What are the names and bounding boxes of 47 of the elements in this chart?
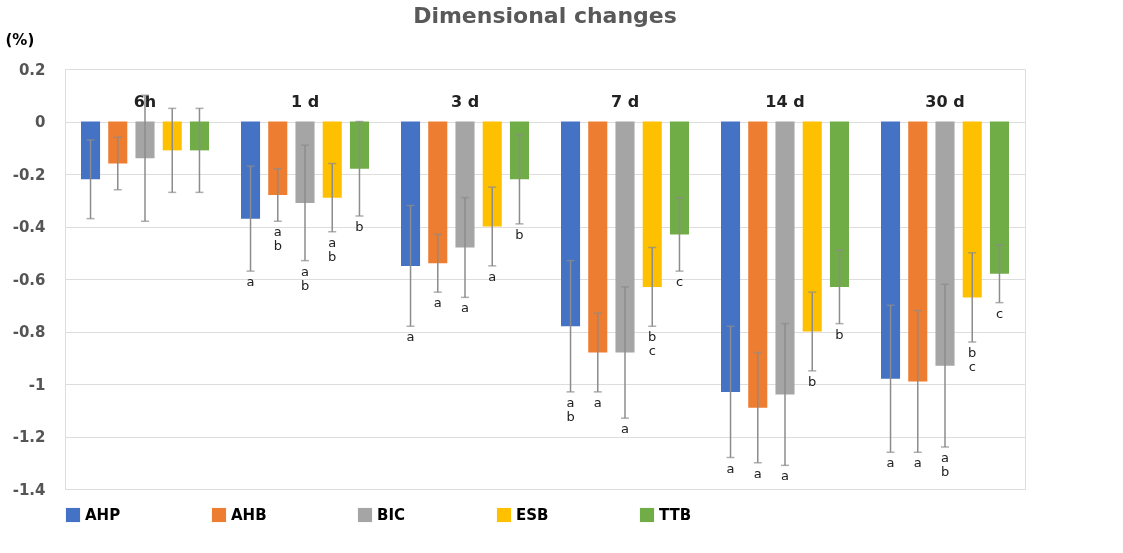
annotation: b [808, 373, 817, 389]
legend-label: AHB [231, 506, 267, 524]
annotation: a [726, 460, 735, 476]
chart-title: Dimensional changes [413, 3, 677, 28]
annotation: a b [273, 224, 282, 254]
annotation: a [488, 268, 497, 284]
annotation: a [406, 329, 415, 345]
annotation: a [781, 468, 789, 484]
annotation: a b [300, 263, 310, 293]
annotation: b [355, 219, 364, 234]
x-tick-label: 30 d [925, 91, 965, 111]
x-tick-label: 1 d [290, 91, 320, 111]
annotation: c [675, 274, 684, 290]
y-tick-label: -1.2 [12, 428, 46, 446]
y-tick-label: 0.2 [18, 60, 46, 79]
annotation: a [753, 465, 762, 481]
y-tick-label: -0.8 [12, 323, 46, 341]
annotation: a [593, 394, 602, 410]
legend-label: BIC [377, 506, 406, 524]
annotation: a [433, 295, 442, 311]
annotation: a [886, 455, 895, 471]
annotation: a [461, 300, 469, 316]
x-tick-label: 6h [133, 91, 157, 111]
y-tick-label: -0.2 [12, 165, 46, 184]
y-axis-title: (%) [5, 30, 35, 49]
x-tick-label: 3 d [450, 91, 480, 111]
annotation: b c [648, 329, 657, 359]
y-tick-label: -1.4 [12, 480, 46, 499]
y-tick-label: -0.4 [12, 218, 46, 236]
annotation: a [621, 421, 629, 437]
annotation: a [913, 455, 922, 471]
annotation: a b [940, 450, 950, 479]
annotation: c [995, 305, 1004, 321]
legend-label: TTB [659, 506, 692, 524]
annotation: b [515, 226, 524, 242]
legend-label: AHP [85, 506, 121, 524]
annotation: a b [566, 394, 575, 424]
y-tick-label: 0 [35, 113, 46, 131]
annotation: b [835, 326, 844, 342]
annotation: a [246, 274, 255, 290]
legend-label: ESB [516, 506, 549, 524]
x-tick-label: 7 d [610, 91, 640, 111]
annotation: a b [328, 234, 337, 264]
y-tick-label: -0.6 [12, 270, 46, 289]
annotation: b c [968, 345, 977, 374]
x-tick-label: 14 d [765, 91, 805, 111]
y-tick-label: -1 [28, 375, 46, 394]
